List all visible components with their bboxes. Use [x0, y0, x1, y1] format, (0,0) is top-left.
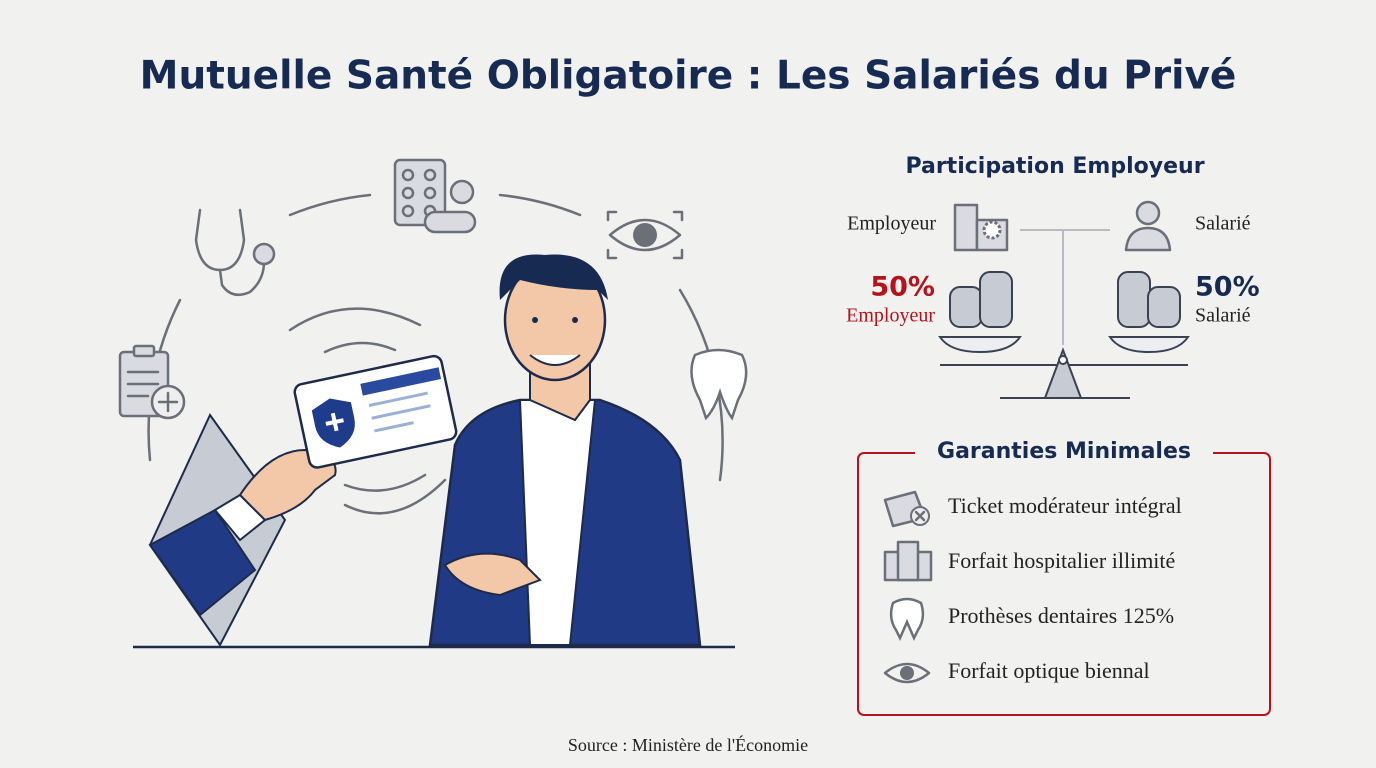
- employee-share-label: Salarié: [1195, 305, 1251, 327]
- guarantee-icons: [883, 490, 933, 684]
- guarantee-item: Forfait optique biennal: [948, 658, 1150, 683]
- guarantees-title-bg: [915, 440, 1213, 466]
- guarantee-item: Forfait hospitalier illimité: [948, 548, 1175, 573]
- employee-label: Salarié: [1195, 213, 1251, 235]
- guarantees-title: Garanties Minimales: [937, 439, 1191, 464]
- employee-share: 50%: [1195, 272, 1260, 303]
- scale-illustration: [938, 200, 1190, 399]
- employer-label: Employeur: [847, 213, 936, 235]
- employer-share: 50%: [870, 272, 935, 303]
- guarantee-item: Ticket modérateur intégral: [948, 493, 1182, 518]
- participation-title: Participation Employeur: [905, 154, 1204, 179]
- title: Mutuelle Santé Obligatoire : Les Salarié…: [140, 54, 1237, 99]
- source: Source : Ministère de l'Économie: [568, 734, 808, 755]
- employer-share-label: Employeur: [846, 305, 935, 327]
- guarantee-item: Prothèses dentaires 125%: [948, 603, 1174, 628]
- illustration: [118, 158, 748, 649]
- guarantee-list: Ticket modérateur intégral Forfait hospit…: [948, 493, 1182, 683]
